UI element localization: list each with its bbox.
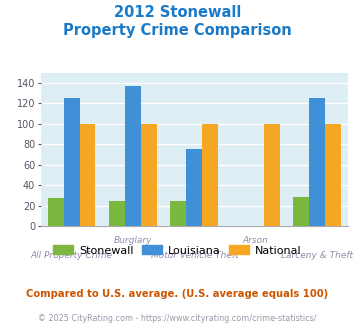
Bar <box>48 198 64 226</box>
Text: Motor Vehicle Theft: Motor Vehicle Theft <box>151 251 238 260</box>
Bar <box>109 202 125 226</box>
Text: Compared to U.S. average. (U.S. average equals 100): Compared to U.S. average. (U.S. average … <box>26 289 329 299</box>
Text: Property Crime Comparison: Property Crime Comparison <box>63 23 292 38</box>
Bar <box>80 124 95 226</box>
Bar <box>202 124 218 226</box>
Bar <box>170 202 186 226</box>
Bar <box>264 124 280 226</box>
Text: Burglary: Burglary <box>114 236 152 245</box>
Text: All Property Crime: All Property Crime <box>31 251 113 260</box>
Bar <box>309 98 325 226</box>
Bar <box>141 124 157 226</box>
Text: © 2025 CityRating.com - https://www.cityrating.com/crime-statistics/: © 2025 CityRating.com - https://www.city… <box>38 314 317 323</box>
Bar <box>293 197 309 226</box>
Bar <box>325 124 341 226</box>
Bar <box>64 98 80 226</box>
Bar <box>186 149 202 226</box>
Text: Larceny & Theft: Larceny & Theft <box>281 251 353 260</box>
Bar <box>125 86 141 226</box>
Text: Arson: Arson <box>243 236 269 245</box>
Legend: Stonewall, Louisiana, National: Stonewall, Louisiana, National <box>49 241 306 260</box>
Text: 2012 Stonewall: 2012 Stonewall <box>114 5 241 20</box>
